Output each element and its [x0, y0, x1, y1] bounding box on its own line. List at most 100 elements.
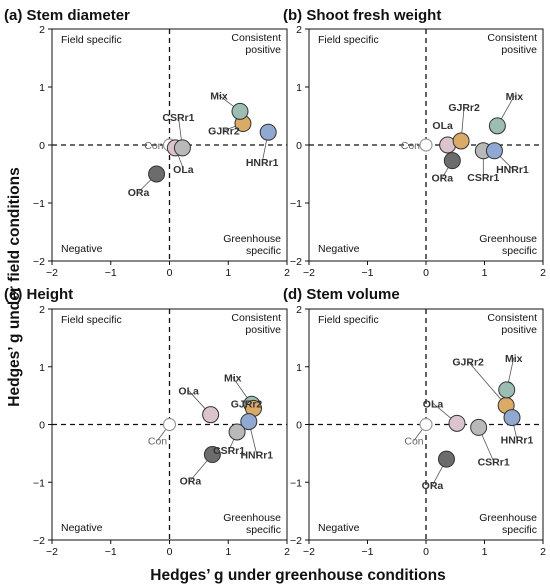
quadrant-label-greenhouse-specific: specific	[246, 245, 281, 257]
point-labels: Con OLa CSRr1 GJRr2 Mix HNRr1 ORa	[404, 353, 533, 492]
quadrant-label-greenhouse-specific: specific	[246, 524, 281, 536]
y-tick-label: −1	[290, 198, 302, 210]
panel-a: (a) Stem diameter −2 −1 0 1 2 2 1 0 −1 −2 Field spe…	[4, 7, 290, 279]
point-mix	[488, 117, 506, 135]
quadrant-label-consistent-positive: positive	[501, 44, 537, 56]
point-label-gjrr2: GJRr2	[231, 398, 263, 410]
point-label-mix: Mix	[505, 353, 523, 365]
quadrant-label-negative: Negative	[61, 522, 103, 534]
x-tick-label: 1	[225, 546, 231, 558]
point-ora	[148, 165, 166, 183]
point-labels: Con OLa CSRr1 GJRr2 Mix HNRr1 ORa	[128, 90, 279, 199]
y-tick-label: 0	[39, 140, 45, 152]
point-label-hnrr1: HNRr1	[496, 164, 529, 176]
quadrant-label-consistent-positive: Consistent	[231, 312, 281, 324]
quadrant-label-consistent-positive: positive	[501, 324, 537, 336]
quadrant-label-field-specific: Field specific	[61, 34, 122, 46]
x-tick-label: 0	[423, 546, 429, 558]
x-tick-label: 1	[225, 267, 231, 279]
point-label-mix: Mix	[210, 90, 228, 102]
panels: (a) Stem diameter −2 −1 0 1 2 2 1 0 −1 −2 Field spe…	[4, 7, 546, 558]
points	[419, 381, 521, 468]
panel-c: (c) Height −2 −1 0 1 2 2 1 0 −1 −2 Field specific Co…	[4, 286, 290, 558]
y-tick-label: 0	[296, 420, 302, 432]
x-tick-label: 0	[423, 267, 429, 279]
x-tick-label: 1	[482, 267, 488, 279]
x-tick-label: 2	[284, 267, 290, 279]
y-axis-label: Hedges’ g under field conditions	[6, 167, 23, 406]
y-tick-label: 1	[296, 82, 302, 94]
y-tick-label: 1	[39, 82, 45, 94]
quadrant-label-greenhouse-specific: Greenhouse	[479, 233, 537, 245]
point-con	[419, 417, 433, 432]
x-tick-label: 2	[540, 267, 546, 279]
y-tick-label: −1	[33, 477, 45, 489]
quadrant-label-consistent-positive: positive	[245, 44, 281, 56]
y-tick-label: −2	[33, 256, 45, 268]
y-tick-label: −1	[290, 477, 302, 489]
point-label-ora: ORa	[432, 173, 454, 185]
y-tick-label: −2	[290, 535, 302, 547]
y-tick-label: 0	[39, 420, 45, 432]
point-ora	[437, 450, 455, 468]
point-label-csrr1: CSRr1	[213, 445, 245, 457]
point-label-csrr1: CSRr1	[467, 172, 499, 184]
x-tick-label: −2	[303, 267, 315, 279]
x-tick-label: −1	[105, 267, 117, 279]
point-mix	[231, 102, 249, 120]
quadrant-label-greenhouse-specific: Greenhouse	[479, 512, 537, 524]
panel-title: (d) Stem volume	[283, 286, 400, 303]
y-tick-label: −2	[33, 535, 45, 547]
panel-d: (d) Stem volume −2 −1 0 1 2 2 1 0 −1 −2 Field speci…	[283, 286, 546, 558]
y-tick-label: 2	[296, 24, 302, 36]
point-csrr1	[470, 418, 488, 436]
y-tick-label: −2	[290, 256, 302, 268]
x-tick-label: −1	[362, 267, 374, 279]
point-label-csrr1: CSRr1	[478, 456, 510, 468]
point-csrr1	[173, 139, 191, 157]
y-tick-label: 1	[296, 362, 302, 374]
point-label-hnrr1: HNRr1	[501, 435, 534, 447]
point-label-gjrr2: GJRr2	[448, 102, 480, 114]
point-hnrr1	[503, 409, 521, 427]
quadrant-label-greenhouse-specific: Greenhouse	[223, 512, 281, 524]
point-con	[419, 138, 433, 152]
point-ora	[203, 446, 221, 464]
quadrant-label-negative: Negative	[318, 243, 360, 255]
point-ola	[448, 414, 466, 432]
point-label-ora: ORa	[180, 476, 202, 488]
quadrant-label-greenhouse-specific: specific	[502, 245, 537, 257]
quadrant-label-greenhouse-specific: specific	[502, 524, 537, 536]
point-hnrr1	[259, 123, 277, 141]
point-label-hnrr1: HNRr1	[246, 157, 279, 169]
y-tick-label: −1	[33, 198, 45, 210]
x-tick-label: −2	[46, 546, 58, 558]
panel-b: (b) Shoot fresh weight −2 −1 0 1 2 2 1 0 −1 −2 Fiel…	[283, 7, 546, 279]
points	[419, 117, 506, 170]
quadrant-label-negative: Negative	[318, 522, 360, 534]
point-label-ola: OLa	[178, 386, 199, 398]
point-ora	[443, 152, 461, 170]
point-label-ola: OLa	[173, 164, 194, 176]
points	[148, 102, 277, 183]
panel-title: (b) Shoot fresh weight	[283, 7, 441, 24]
point-csrr1	[228, 423, 246, 441]
point-label-con: Con	[401, 140, 420, 152]
point-label-ora: ORa	[128, 187, 150, 199]
y-tick-label: 2	[296, 304, 302, 316]
point-label-gjrr2: GJRr2	[452, 356, 484, 368]
quadrant-label-field-specific: Field specific	[318, 34, 379, 46]
panel-title: (c) Height	[4, 286, 73, 303]
y-tick-label: 2	[39, 304, 45, 316]
quadrant-label-field-specific: Field specific	[61, 314, 122, 326]
leader-line-gjrr2	[467, 361, 507, 406]
quadrant-label-consistent-positive: Consistent	[487, 312, 537, 324]
point-label-ora: ORa	[422, 480, 444, 492]
point-mix	[498, 381, 516, 399]
quadrant-label-consistent-positive: Consistent	[487, 32, 537, 44]
x-tick-label: 2	[540, 546, 546, 558]
x-tick-label: 2	[284, 546, 290, 558]
point-hnrr1	[485, 142, 503, 160]
